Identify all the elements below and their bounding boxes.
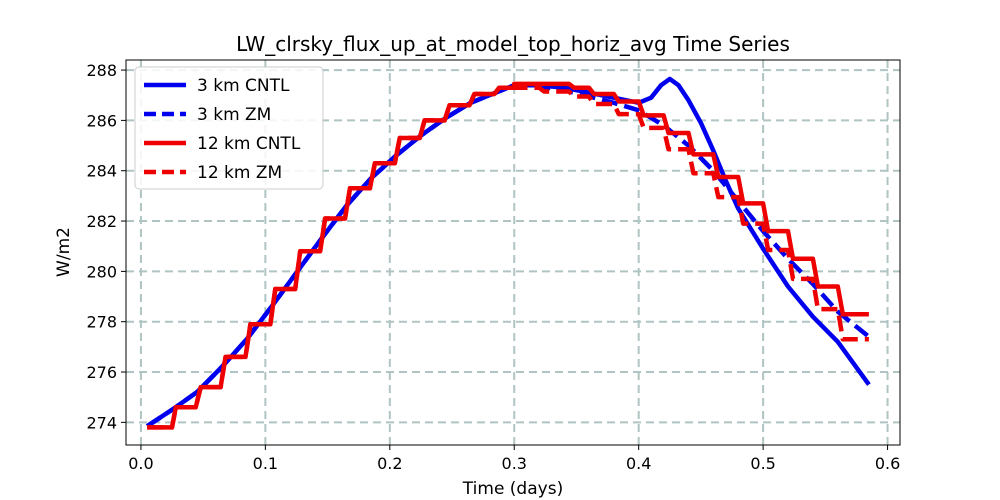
plot-frame [125, 59, 901, 446]
series-line-3-km-cntl [145, 76, 871, 428]
series-layer [145, 76, 871, 430]
x-tick-label: 0.4 [626, 454, 651, 473]
x-axis: 0.0 0.1 0.2 0.3 0.4 0.5 0.6 [128, 445, 900, 473]
chart-title: LW_clrsky_flux_up_at_model_top_horiz_avg… [236, 32, 790, 56]
y-tick-label: 282 [86, 212, 117, 231]
legend: 3 km CNTL 3 km ZM 12 km CNTL 12 km ZM [134, 66, 324, 190]
x-tick-label: 0.6 [875, 454, 900, 473]
x-tick-label: 0.1 [253, 454, 278, 473]
legend-label-3-km-zm: 3 km ZM [197, 105, 271, 125]
y-tick-label: 278 [86, 313, 117, 332]
grid [126, 60, 900, 445]
x-tick-label: 0.5 [750, 454, 775, 473]
y-tick-label: 274 [86, 413, 117, 432]
legend-label-12-km-cntl: 12 km CNTL [197, 134, 301, 154]
y-axis-label: W/m2 [54, 227, 74, 277]
x-axis-label: Time (days) [462, 479, 563, 499]
legend-box [134, 66, 324, 190]
x-tick-label: 0.0 [128, 454, 153, 473]
y-tick-label: 276 [86, 363, 117, 382]
y-tick-label: 288 [86, 61, 117, 80]
y-tick-label: 284 [86, 162, 117, 181]
legend-label-3-km-cntl: 3 km CNTL [197, 76, 290, 96]
y-tick-label: 286 [86, 111, 117, 130]
x-tick-label: 0.3 [502, 454, 527, 473]
y-axis: 274 276 278 280 282 284 286 288 [86, 61, 126, 432]
series-line-12-km-zm [147, 85, 869, 430]
legend-label-12-km-zm: 12 km ZM [197, 163, 282, 183]
x-tick-label: 0.2 [377, 454, 402, 473]
y-tick-label: 280 [86, 262, 117, 281]
